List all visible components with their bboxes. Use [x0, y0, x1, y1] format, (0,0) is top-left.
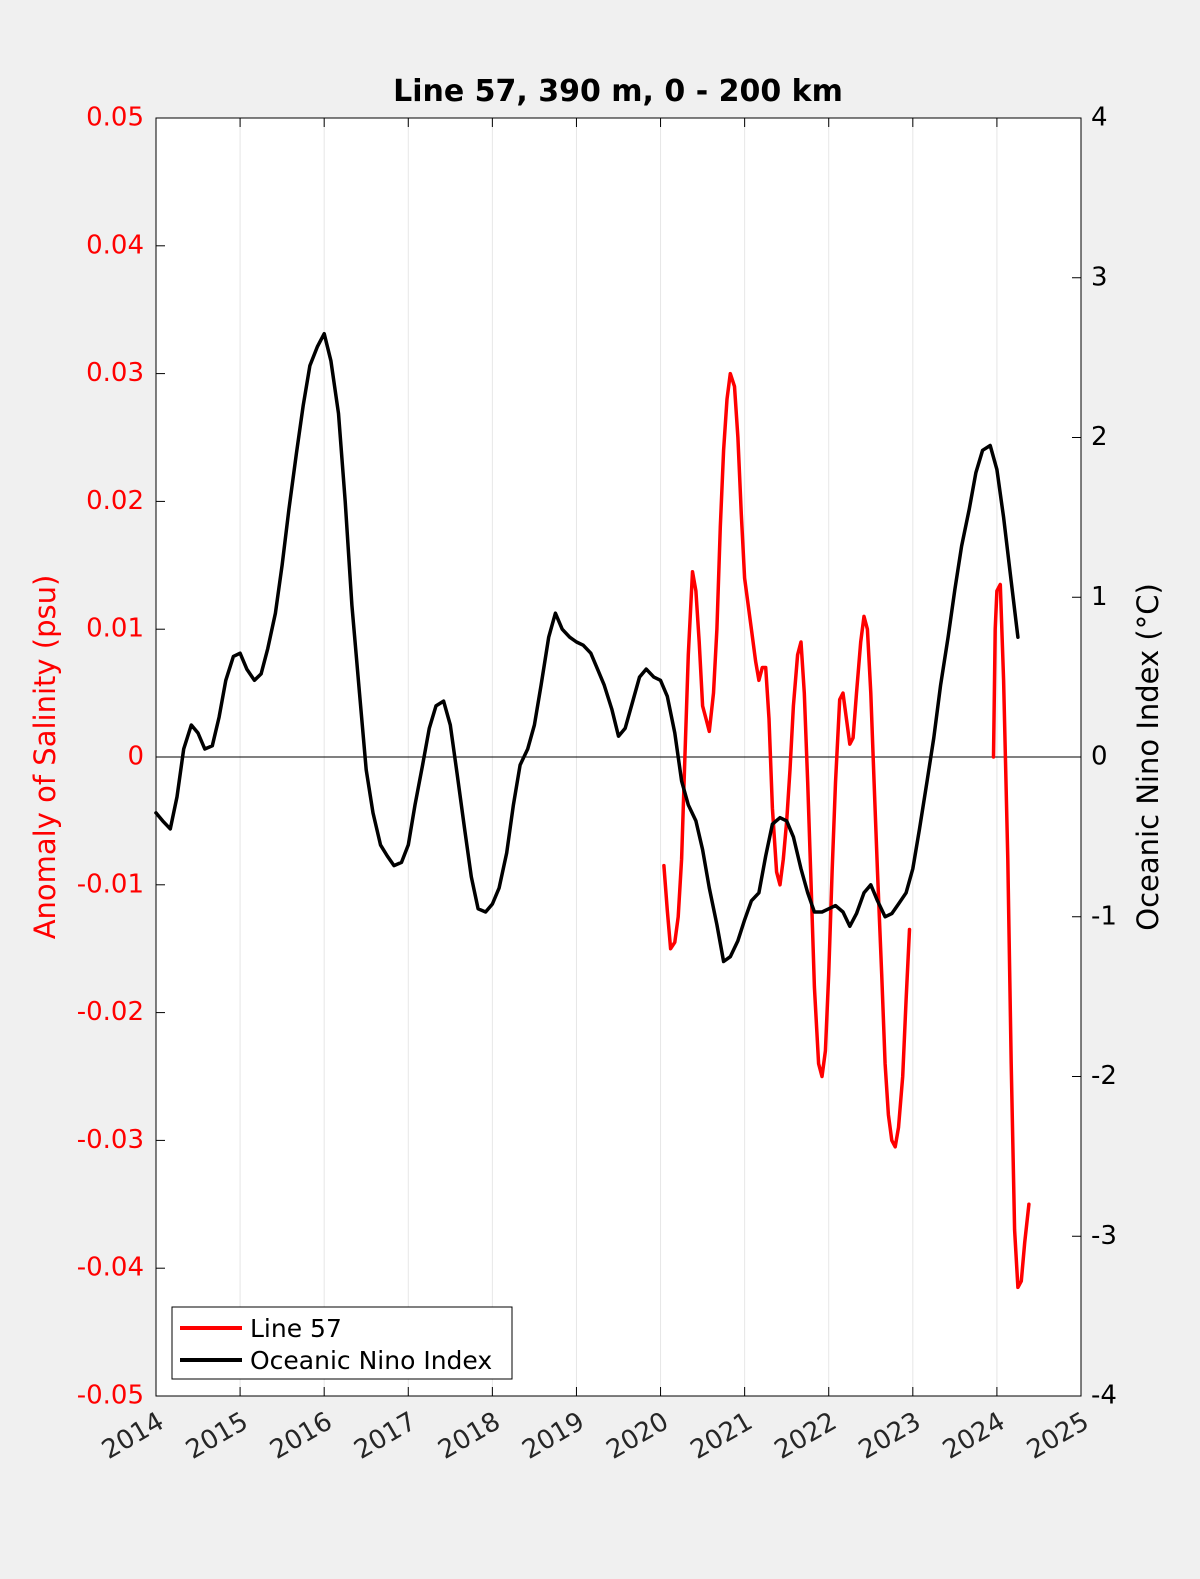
y-axis-right-label: Oceanic Nino Index (°C): [1131, 583, 1165, 931]
y-left-tick-label: -0.05: [77, 1381, 144, 1411]
x-tick-label: 2016: [265, 1407, 337, 1466]
y-left-tick-label: -0.03: [77, 1125, 144, 1155]
y-right-tick-label: -1: [1091, 901, 1117, 931]
y-right-tick-label: -2: [1091, 1061, 1117, 1091]
y-right-tick-label: 2: [1091, 422, 1108, 452]
y-right-tick-label: 1: [1091, 582, 1108, 612]
legend: Line 57 Oceanic Nino Index: [171, 1306, 513, 1380]
x-tick-label: 2023: [854, 1407, 926, 1466]
x-tick-label: 2024: [938, 1407, 1010, 1466]
y-right-tick-label: 3: [1091, 262, 1108, 292]
legend-label-oni: Oceanic Nino Index: [250, 1346, 492, 1375]
y-right-tick-label: 4: [1091, 103, 1108, 133]
x-tick-label: 2015: [181, 1407, 253, 1466]
x-tick-label: 2017: [349, 1407, 421, 1466]
x-tick-label: 2025: [1022, 1407, 1094, 1466]
y-axis-left-label: Anomaly of Salinity (psu): [28, 575, 62, 940]
chart-title: Line 57, 390 m, 0 - 200 km: [393, 74, 843, 109]
y-left-tick-label: 0.03: [86, 358, 144, 388]
y-left-tick-label: 0.04: [86, 230, 144, 260]
y-right-tick-label: -4: [1091, 1381, 1117, 1411]
y-right-tick-label: -3: [1091, 1221, 1117, 1251]
x-tick-label: 2021: [686, 1407, 758, 1466]
series-layer: [154, 331, 1031, 1290]
series-line-oni-segment-1: [154, 331, 1020, 964]
x-tick-label: 2019: [517, 1407, 589, 1466]
series-line-line-57-segment-2: [991, 582, 1031, 1290]
x-tick-label: 2022: [770, 1407, 842, 1466]
legend-label-line-57: Line 57: [250, 1314, 342, 1343]
x-tick-label: 2018: [433, 1407, 505, 1466]
y-left-tick-label: 0.01: [86, 614, 144, 644]
y-left-tick-label: -0.01: [77, 869, 144, 899]
y-right-tick-label: 0: [1091, 742, 1108, 772]
y-axis-right: -4 -3 -2 -1 0 1 2 3 4: [1072, 103, 1117, 1411]
legend-box: [171, 1306, 513, 1380]
y-axis-left: -0.05 -0.04 -0.03 -0.02 -0.01 0 0.01 0.02 0.03 0.…: [77, 103, 165, 1411]
y-left-tick-label: 0: [127, 742, 144, 772]
y-left-tick-label: -0.04: [77, 1253, 144, 1283]
x-tick-label: 2020: [601, 1407, 673, 1466]
x-tick-label: 2014: [97, 1407, 169, 1466]
y-left-tick-label: 0.02: [86, 486, 144, 516]
y-left-tick-label: 0.05: [86, 103, 144, 133]
y-left-tick-label: -0.02: [77, 997, 144, 1027]
